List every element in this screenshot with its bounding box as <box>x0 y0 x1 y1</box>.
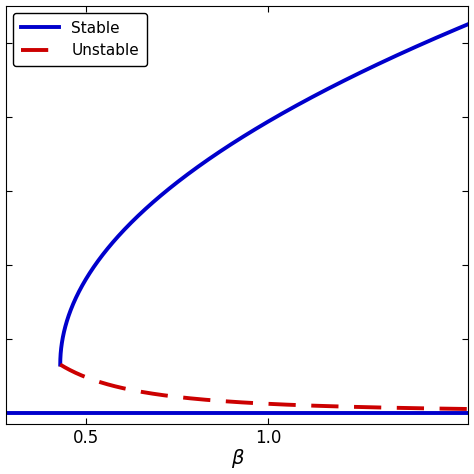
Stable <box>446 29 452 35</box>
Stable <box>149 200 155 206</box>
Line: Unstable: Unstable <box>60 365 468 409</box>
Stable <box>332 82 337 88</box>
Stable <box>202 159 208 165</box>
Unstable <box>456 406 462 412</box>
Stable <box>465 21 471 27</box>
Line: Stable: Stable <box>60 24 468 365</box>
Stable <box>152 198 157 204</box>
Unstable <box>251 400 257 406</box>
Unstable <box>254 401 259 406</box>
Stable <box>57 362 63 367</box>
Unstable <box>301 402 306 408</box>
Unstable <box>465 406 471 412</box>
Legend: Stable, Unstable: Stable, Unstable <box>13 13 146 66</box>
Unstable <box>57 362 63 367</box>
Unstable <box>278 401 284 407</box>
X-axis label: β: β <box>231 449 243 468</box>
Unstable <box>392 405 398 410</box>
Stable <box>177 177 182 183</box>
